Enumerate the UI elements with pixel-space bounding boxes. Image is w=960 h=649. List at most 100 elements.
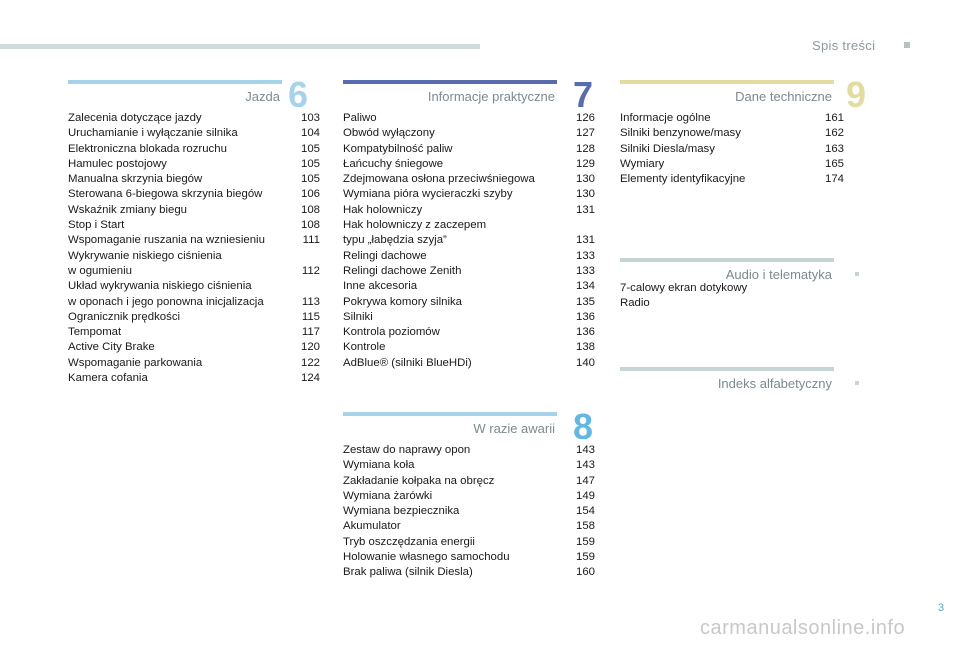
toc-entry-page: 149 (575, 489, 595, 502)
toc-entry[interactable]: Uruchamianie i wyłączanie silnika 104 (68, 126, 320, 141)
toc-entry-page: 174 (824, 173, 844, 186)
section-informacje-number: 7 (573, 74, 594, 115)
toc-entry-title: Holowanie własnego samochodu (343, 551, 510, 564)
toc-entry-page: 111 (302, 234, 320, 247)
toc-entry[interactable]: Akumulator 158 (343, 519, 595, 534)
toc-entry[interactable]: Wymiary 165 (620, 157, 844, 172)
toc-entry[interactable]: Elementy identyfikacyjne 174 (620, 172, 844, 187)
toc-entry-page: 163 (824, 142, 844, 155)
toc-entry[interactable]: Manualna skrzynia biegów 105 (68, 172, 320, 187)
toc-entry[interactable]: Stop i Start 108 (68, 218, 320, 233)
toc-entry[interactable]: Wskaźnik zmiany biegu 108 (68, 203, 320, 218)
toc-entry-title: Wspomaganie ruszania na wzniesieniu (68, 234, 265, 247)
toc-entry[interactable]: Tryb oszczędzania energii 159 (343, 535, 595, 550)
toc-entry-title: Kamera cofania (68, 372, 148, 385)
section-awaria-bar (343, 412, 557, 416)
toc-entry[interactable]: Wymiana pióra wycieraczki szyby 130 (343, 187, 595, 202)
toc-entry[interactable]: Active City Brake 120 (68, 340, 320, 355)
toc-entry-page: 138 (575, 341, 595, 354)
toc-entry[interactable]: Wymiana koła 143 (343, 458, 595, 473)
toc-entry-title: Radio (620, 297, 650, 310)
toc-entry-page: 135 (575, 295, 595, 308)
toc-entry-page: 140 (575, 356, 595, 369)
toc-entry-title: Sterowana 6-biegowa skrzynia biegów (68, 188, 263, 201)
toc-entry[interactable]: AdBlue® (silniki BlueHDi) 140 (343, 356, 595, 371)
toc-entry[interactable]: Hamulec postojowy 105 (68, 157, 320, 172)
toc-entry-page: 143 (575, 444, 595, 456)
toc-entry[interactable]: Obwód wyłączony 127 (343, 126, 595, 141)
toc-entry[interactable]: Tempomat 117 (68, 325, 320, 340)
toc-entry-title: Relingi dachowe Zenith (343, 264, 462, 277)
toc-entry-title: AdBlue® (silniki BlueHDi) (343, 356, 472, 369)
toc-entry-page: 143 (575, 459, 595, 472)
toc-entry-title: Wymiana pióra wycieraczki szyby (343, 188, 513, 201)
toc-entry[interactable]: Zdejmowana osłona przeciwśniegowa 130 (343, 172, 595, 187)
toc-entry[interactable]: Wspomaganie ruszania na wzniesieniu 111 (68, 233, 320, 248)
toc-entry[interactable]: Radio (620, 296, 844, 311)
toc-entry[interactable]: Wykrywanie niskiego ciśnienia w ogumieni… (68, 249, 320, 280)
toc-entry[interactable]: Silniki Diesla/masy 163 (620, 142, 844, 157)
toc-list-audio: 7-calowy ekran dotykowy Radio (620, 281, 844, 312)
toc-entry[interactable]: Kontrole 138 (343, 340, 595, 355)
toc-entry[interactable]: Informacje ogólne 161 (620, 111, 844, 126)
toc-entry[interactable]: Brak paliwa (silnik Diesla) 160 (343, 565, 595, 580)
toc-entry-title: Manualna skrzynia biegów (68, 173, 203, 186)
toc-entry[interactable]: Wspomaganie parkowania 122 (68, 356, 320, 371)
toc-entry[interactable]: Układ wykrywania niskiego ciśnienia w op… (68, 279, 320, 310)
header-square-marker (904, 42, 910, 48)
toc-entry[interactable]: Silniki 136 (343, 310, 595, 325)
toc-entry-title: Wymiary (620, 157, 665, 170)
toc-entry-page: 124 (300, 372, 320, 385)
toc-entry-page: 159 (575, 551, 595, 564)
toc-entry[interactable]: Sterowana 6-biegowa skrzynia biegów 106 (68, 187, 320, 202)
toc-entry-title: Wykrywanie niskiego ciśnienia w ogumieni… (68, 249, 222, 277)
toc-list-jazda: Zalecenia dotyczące jazdy 103 Uruchamianie… (68, 111, 320, 386)
toc-entry-page: 133 (575, 249, 595, 262)
toc-entry[interactable]: Relingi dachowe 133 (343, 249, 595, 264)
toc-list-informacje: Paliwo 126 Obwód wyłączony 127 Kompatybilnoś… (343, 111, 595, 371)
section-dane-number: 9 (846, 74, 867, 115)
toc-entry[interactable]: Wymiana żarówki 149 (343, 489, 595, 504)
toc-entry[interactable]: Kamera cofania 124 (68, 371, 320, 386)
section-dane: Dane techniczne 9 (620, 74, 874, 115)
toc-list-awaria: Zestaw do naprawy opon 143 Wymiana koła 143… (343, 443, 595, 581)
toc-entry[interactable]: Inne akcesoria 134 (343, 279, 595, 294)
section-awaria: W razie awarii 8 (343, 409, 597, 445)
section-dane-bar (620, 80, 834, 84)
toc-entry[interactable]: Elektroniczna blokada rozruchu 105 (68, 142, 320, 157)
toc-entry[interactable]: Holowanie własnego samochodu 159 (343, 550, 595, 565)
toc-entry-page: 131 (575, 203, 595, 216)
toc-entry[interactable]: Zalecenia dotyczące jazdy 103 (68, 111, 320, 126)
toc-entry[interactable]: Hak holowniczy 131 (343, 203, 595, 218)
toc-entry-title: Active City Brake (68, 341, 155, 354)
toc-entry[interactable]: 7-calowy ekran dotykowy (620, 281, 844, 296)
toc-entry[interactable]: Pokrywa komory silnika 135 (343, 295, 595, 310)
toc-entry[interactable]: Silniki benzynowe/masy 162 (620, 126, 844, 141)
toc-entry-page: 133 (575, 264, 595, 277)
section-indeks-marker (855, 381, 859, 385)
toc-entry-title: Hamulec postojowy (68, 157, 167, 170)
toc-entry-title: Zakładanie kołpaka na obręcz (343, 474, 495, 487)
toc-entry[interactable]: Paliwo 126 (343, 111, 595, 126)
toc-list-dane: Informacje ogólne 161 Silniki benzynowe/ma… (620, 111, 844, 187)
toc-entry-page: 154 (575, 505, 595, 518)
toc-entry[interactable]: Kontrola poziomów 136 (343, 325, 595, 340)
toc-entry-title: Kontrole (343, 341, 386, 354)
section-jazda-title: Jazda (245, 89, 280, 104)
toc-entry[interactable]: Ogranicznik prędkości 115 (68, 310, 320, 325)
toc-entry[interactable]: Zestaw do naprawy opon 143 (343, 443, 595, 458)
section-audio-marker (855, 272, 859, 276)
section-informacje: Informacje praktyczne 7 (343, 74, 597, 115)
toc-entry[interactable]: Zakładanie kołpaka na obręcz 147 (343, 474, 595, 489)
toc-entry-title: Wymiana koła (343, 459, 415, 472)
toc-entry-page: 113 (301, 295, 320, 308)
toc-entry-title: Hak holowniczy (343, 203, 423, 216)
toc-entry[interactable]: Hak holowniczy z zaczepem typu „łabędzia… (343, 218, 595, 249)
toc-entry[interactable]: Kompatybilność paliw 128 (343, 142, 595, 157)
toc-entry-title: Obwód wyłączony (343, 127, 435, 140)
toc-entry-page: 159 (575, 535, 595, 548)
toc-entry[interactable]: Wymiana bezpiecznika 154 (343, 504, 595, 519)
toc-entry[interactable]: Relingi dachowe Zenith 133 (343, 264, 595, 279)
toc-entry-page: 105 (300, 173, 320, 186)
toc-entry[interactable]: Łańcuchy śniegowe 129 (343, 157, 595, 172)
